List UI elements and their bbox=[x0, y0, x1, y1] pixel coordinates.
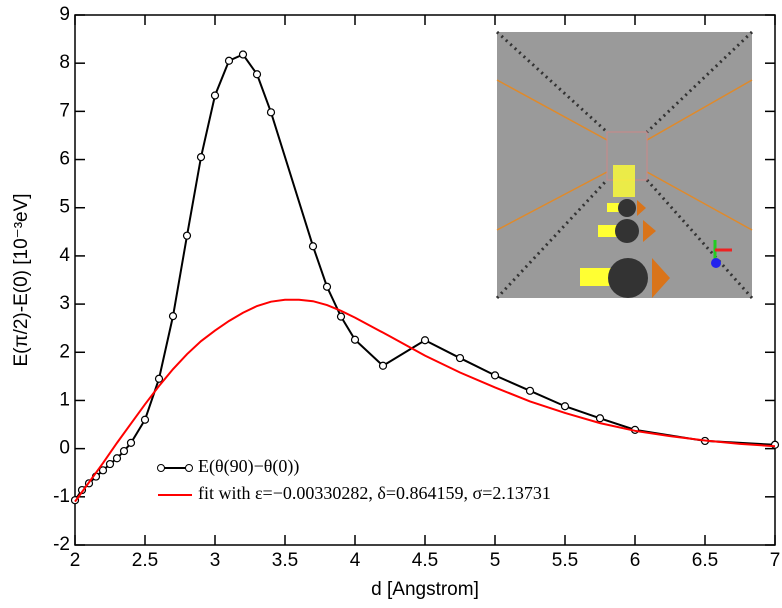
y-tick-label: -1 bbox=[53, 486, 70, 507]
data-point bbox=[378, 361, 388, 370]
data-point bbox=[525, 386, 535, 395]
y-tick-label: 6 bbox=[59, 149, 70, 170]
x-tick-label: 2 bbox=[70, 550, 81, 571]
series-line bbox=[74, 298, 776, 503]
x-tick-label: 2.5 bbox=[132, 550, 158, 571]
data-point bbox=[168, 312, 178, 321]
x-tick-label: 6.5 bbox=[692, 550, 718, 571]
data-point bbox=[98, 466, 108, 475]
data-point bbox=[252, 70, 262, 79]
y-tick-label: 7 bbox=[59, 100, 70, 121]
x-tick-label: 3 bbox=[210, 550, 221, 571]
y-tick-label: 1 bbox=[59, 389, 70, 410]
y-axis-label: E(π/2)-E(0) [10⁻³eV] bbox=[11, 193, 32, 366]
data-point bbox=[336, 312, 346, 321]
y-tick-label: 2 bbox=[59, 341, 70, 362]
data-point bbox=[105, 459, 115, 469]
y-tick-label: 3 bbox=[59, 293, 70, 314]
data-point bbox=[182, 231, 192, 240]
y-tick-label: -2 bbox=[53, 534, 70, 555]
data-point bbox=[455, 353, 465, 363]
data-point bbox=[308, 242, 318, 251]
legend-marker bbox=[157, 464, 165, 472]
data-point bbox=[126, 438, 136, 447]
x-tick-label: 4 bbox=[350, 550, 361, 571]
data-point bbox=[238, 50, 248, 59]
data-point bbox=[224, 56, 234, 65]
x-tick-label: 6 bbox=[630, 550, 641, 571]
x-tick-label: 5 bbox=[490, 550, 501, 571]
data-point bbox=[350, 335, 360, 344]
data-point bbox=[420, 336, 430, 345]
legend-marker bbox=[185, 464, 193, 472]
legend-label: fit with ε=−0.00330282, δ=0.864159, σ=2.… bbox=[198, 483, 551, 503]
x-axis-label: d [Angstrom] bbox=[371, 579, 479, 600]
inset-render bbox=[495, 30, 754, 300]
x-tick-label: 7 bbox=[770, 550, 781, 571]
data-point bbox=[560, 402, 570, 411]
data-point bbox=[266, 108, 276, 117]
y-tick-label: 4 bbox=[59, 245, 70, 266]
data-point bbox=[595, 414, 605, 423]
legend-label: E(θ(90)−θ(0)) bbox=[198, 456, 299, 477]
y-tick-label: 9 bbox=[59, 4, 70, 25]
data-point bbox=[322, 282, 332, 291]
data-point bbox=[490, 371, 500, 380]
data-point bbox=[770, 440, 780, 449]
data-point bbox=[119, 446, 129, 456]
y-tick-label: 5 bbox=[59, 197, 70, 218]
data-point bbox=[112, 454, 122, 463]
data-point bbox=[154, 374, 164, 383]
x-tick-label: 4.5 bbox=[412, 550, 438, 571]
x-tick-label: 5.5 bbox=[552, 550, 578, 571]
y-tick-label: 0 bbox=[59, 438, 70, 459]
y-tick-label: 8 bbox=[59, 52, 70, 73]
data-point bbox=[210, 91, 220, 100]
x-tick-label: 3.5 bbox=[272, 550, 298, 571]
data-point bbox=[140, 415, 150, 424]
data-point bbox=[196, 153, 206, 162]
